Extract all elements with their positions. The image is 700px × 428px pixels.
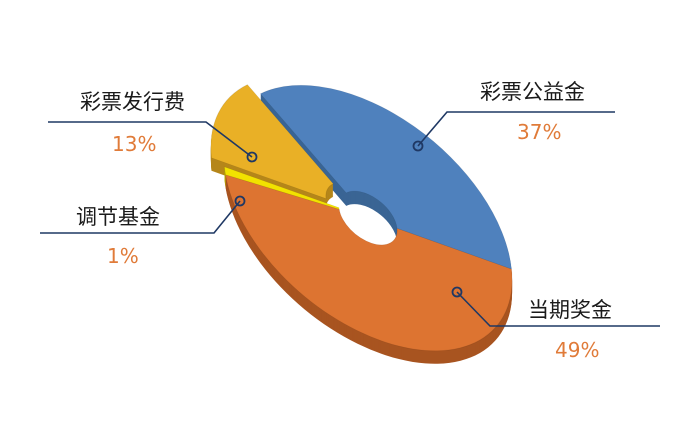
leader-issuance-fee bbox=[48, 121, 253, 158]
percent-issuance-fee: 13% bbox=[112, 132, 157, 156]
leader-current-prize-dot bbox=[451, 286, 463, 298]
percent-current-prize: 49% bbox=[555, 338, 600, 362]
slice-1 bbox=[225, 174, 513, 352]
label-issuance-fee: 彩票发行费 bbox=[80, 90, 185, 114]
leader-adjustment-fund-dot bbox=[234, 195, 246, 207]
percent-adjustment-fund: 1% bbox=[107, 244, 139, 268]
leader-issuance-fee-dot bbox=[246, 151, 258, 163]
percent-lottery-public-welfare: 37% bbox=[517, 120, 562, 144]
label-current-prize: 当期奖金 bbox=[528, 298, 612, 322]
leader-lottery-public-welfare bbox=[417, 111, 615, 147]
slice-3 bbox=[210, 84, 334, 200]
label-adjustment-fund: 调节基金 bbox=[76, 205, 160, 229]
label-lottery-public-welfare: 彩票公益金 bbox=[480, 80, 585, 104]
leader-lottery-public-welfare-dot bbox=[412, 140, 424, 152]
leader-adjustment-fund bbox=[40, 200, 241, 234]
leader-current-prize bbox=[456, 291, 660, 327]
slice-0 bbox=[259, 84, 512, 270]
slice-2 bbox=[224, 166, 340, 210]
